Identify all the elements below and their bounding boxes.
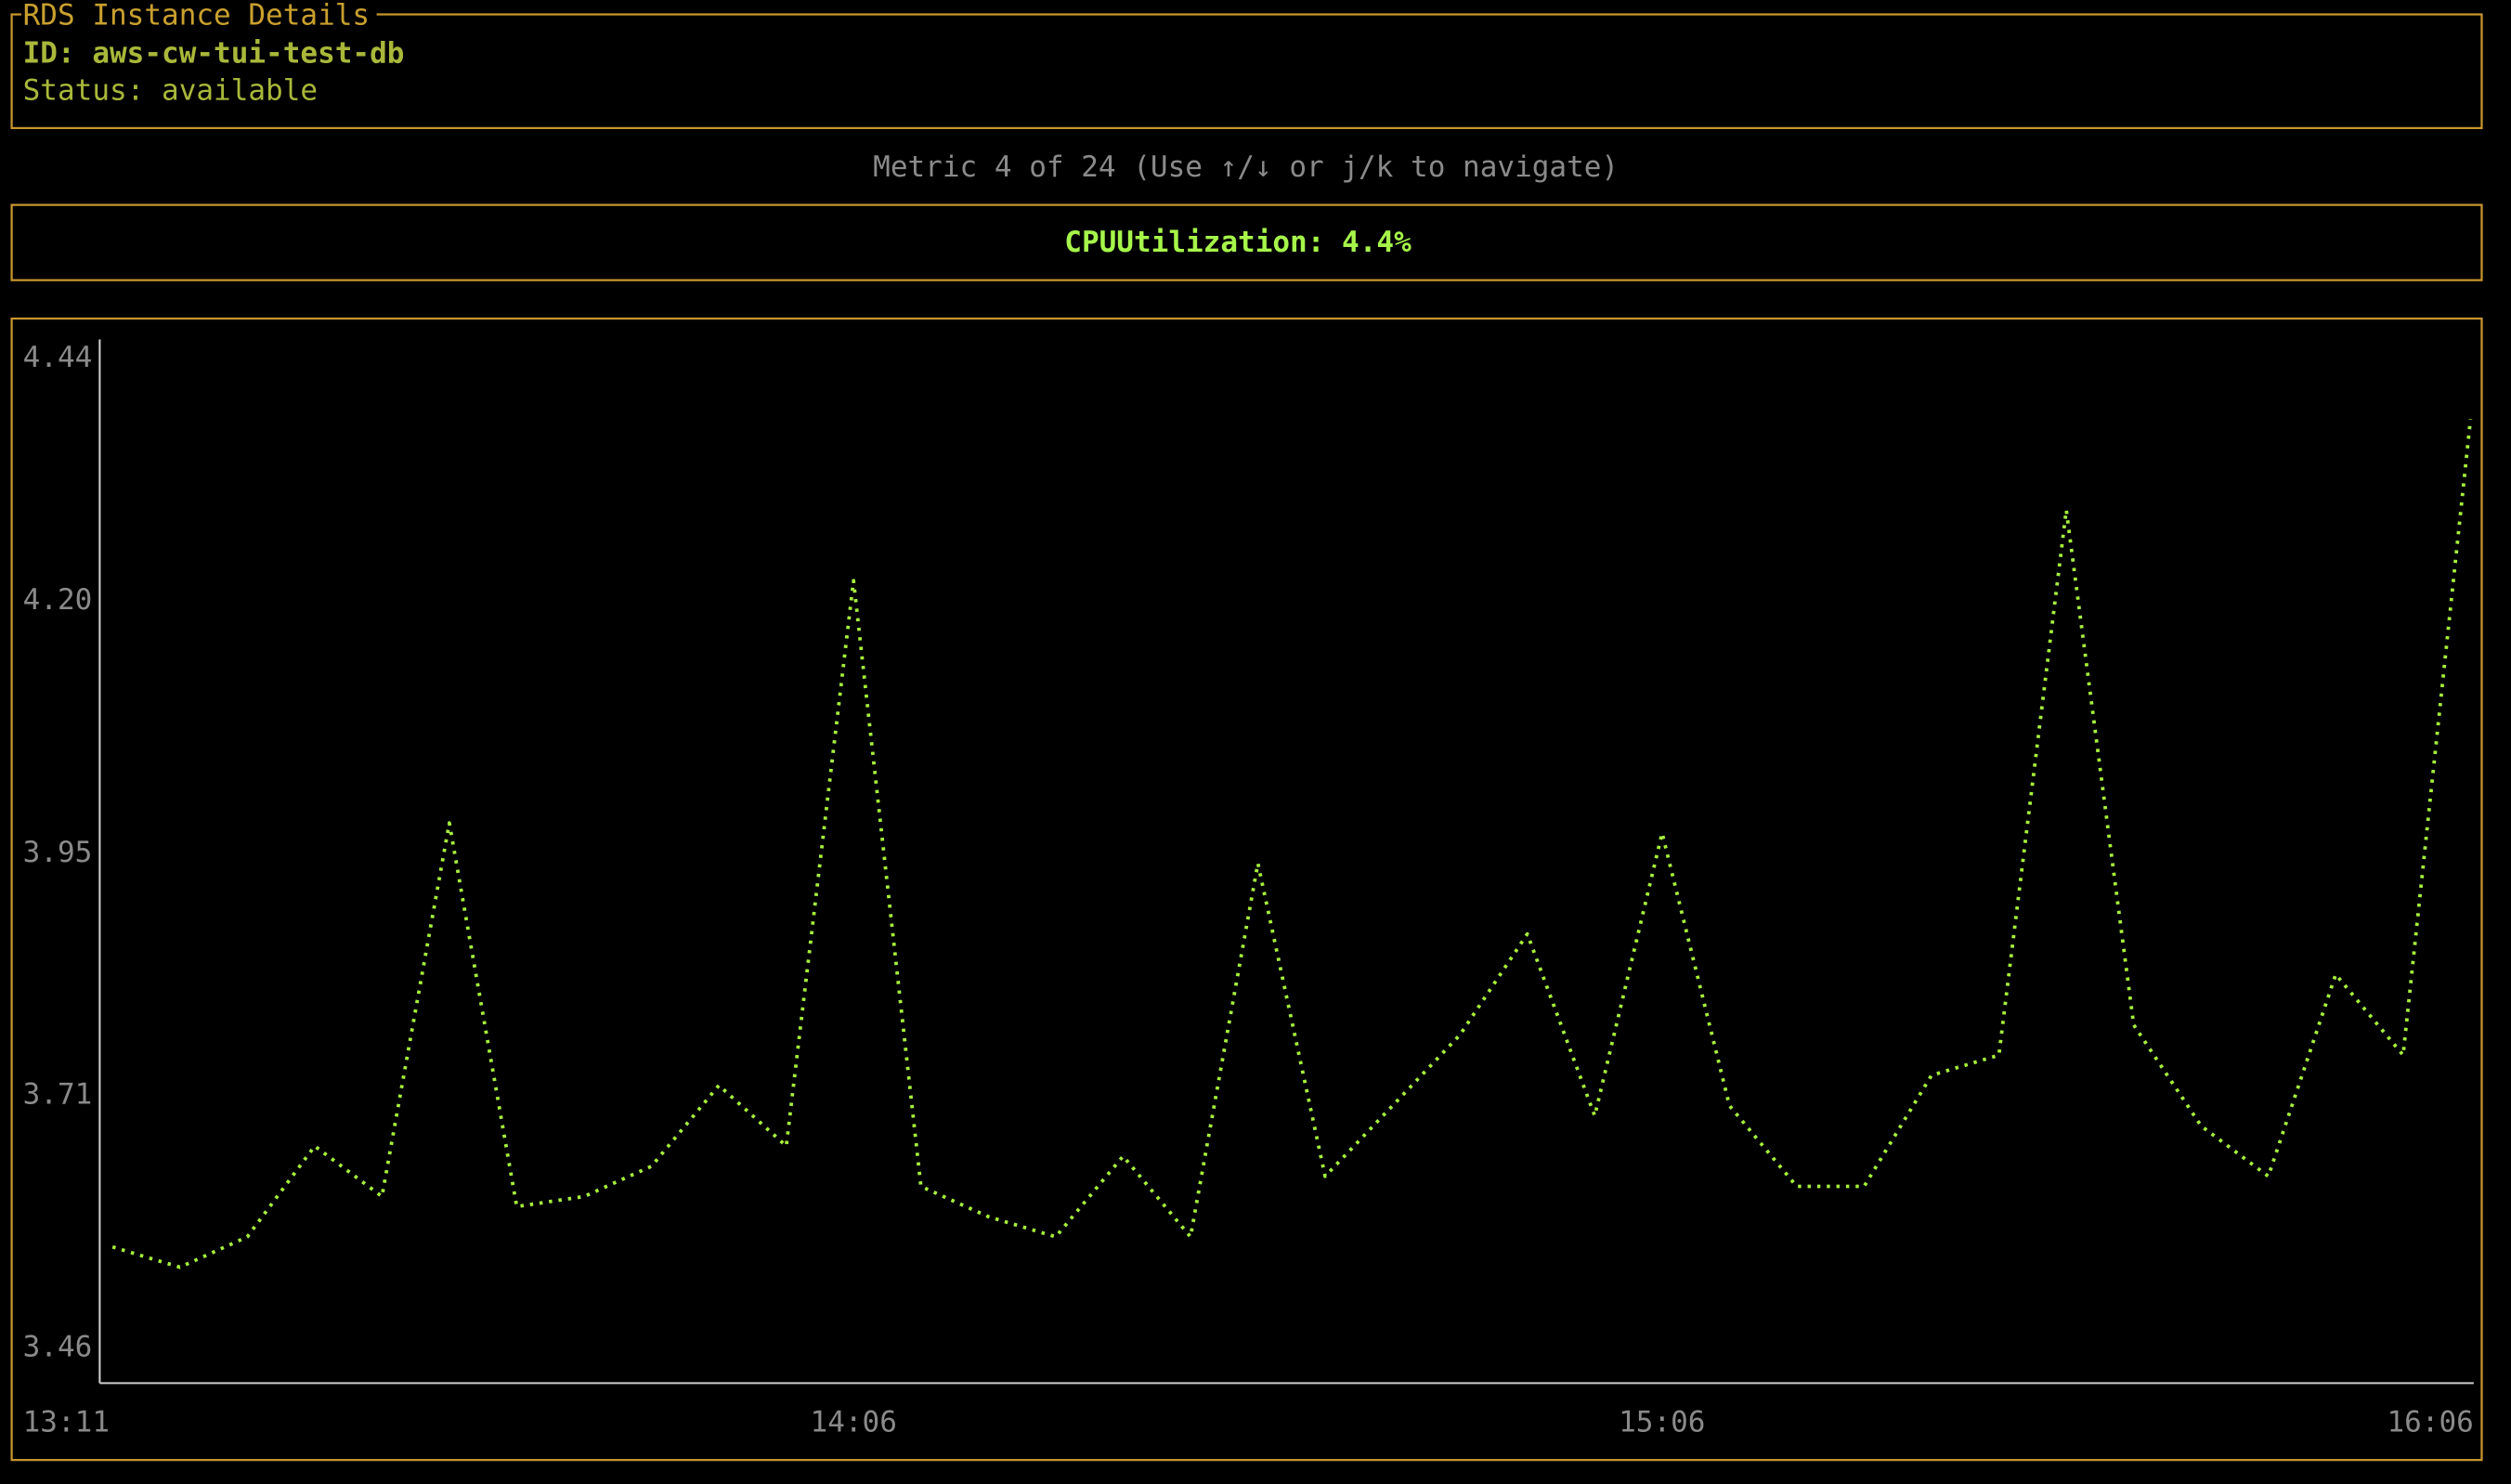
y-tick-label: 4.20 <box>23 583 93 617</box>
instance-id: ID: aws-cw-tui-test-db <box>23 37 405 71</box>
y-tick-label: 3.46 <box>23 1330 93 1363</box>
y-tick-label: 3.71 <box>23 1078 93 1112</box>
details-box <box>10 13 2483 130</box>
title-gap <box>20 0 377 33</box>
x-tick-label: 13:11 <box>23 1405 110 1438</box>
y-tick-label: 3.95 <box>23 836 93 869</box>
x-tick-label: 15:06 <box>1619 1405 1705 1438</box>
x-tick-label: 16:06 <box>2387 1405 2473 1438</box>
instance-status: Status: available <box>23 73 318 107</box>
details-title: RDS Instance Details <box>23 0 370 32</box>
metric-value: CPUUtilization: 4.4% <box>1064 226 1412 259</box>
chart-box <box>10 317 2483 1462</box>
y-tick-label: 4.44 <box>23 341 93 374</box>
metric-box <box>10 203 2483 281</box>
navigation-hint: Metric 4 of 24 (Use ↑/↓ or j/k to naviga… <box>873 150 1619 184</box>
x-tick-label: 14:06 <box>811 1405 897 1438</box>
